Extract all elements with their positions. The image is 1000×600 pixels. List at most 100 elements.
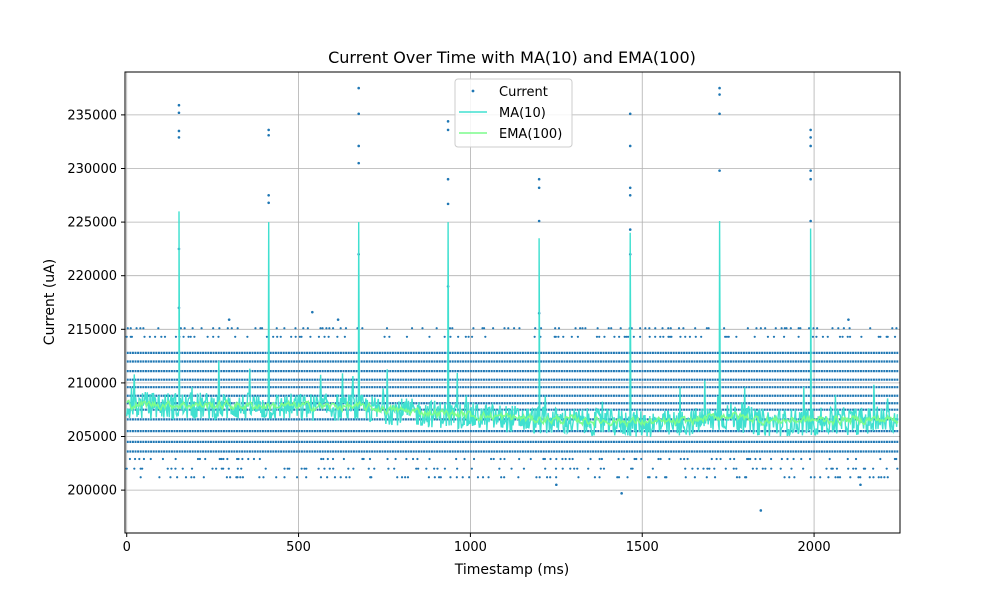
scatter-point xyxy=(187,335,190,338)
scatter-point xyxy=(428,457,431,461)
y-tick-label: 230000 xyxy=(67,162,117,177)
scatter-point xyxy=(759,457,762,461)
scatter-point xyxy=(813,476,816,479)
scatter-point xyxy=(545,476,549,479)
scatter-point xyxy=(290,335,293,338)
scatter-point xyxy=(826,335,829,338)
scatter-point xyxy=(362,457,365,461)
scatter-point xyxy=(534,327,537,330)
scatter-point xyxy=(135,327,138,330)
scatter-point xyxy=(747,457,750,461)
scatter-point xyxy=(635,457,638,461)
scatter-point xyxy=(139,327,142,330)
scatter-point xyxy=(157,327,160,330)
scatter-point xyxy=(161,457,165,461)
scatter-point xyxy=(868,476,871,479)
scatter-point xyxy=(538,476,541,479)
scatter-point xyxy=(463,457,466,461)
scatter-point xyxy=(260,327,264,330)
scatter-point-outlier xyxy=(537,219,541,223)
plot-area xyxy=(125,86,899,512)
x-tick-label: 0 xyxy=(123,540,131,555)
scatter-point xyxy=(455,457,458,461)
scatter-point xyxy=(302,327,305,330)
scatter-point xyxy=(895,457,898,461)
scatter-point xyxy=(227,467,230,470)
scatter-point xyxy=(272,335,275,338)
scatter-point xyxy=(570,335,573,338)
scatter-point-outlier xyxy=(718,112,721,116)
scatter-point xyxy=(648,335,651,338)
scatter-point xyxy=(727,335,730,338)
scatter-point xyxy=(336,335,339,338)
scatter-point xyxy=(383,335,386,338)
scatter-point xyxy=(838,335,842,338)
scatter-point xyxy=(517,476,520,479)
scatter-point xyxy=(729,457,732,461)
scatter-point xyxy=(327,335,330,338)
scatter-point xyxy=(846,457,849,461)
scatter-point xyxy=(835,467,839,470)
scatter-point xyxy=(449,476,452,479)
scatter-point xyxy=(218,327,221,330)
scatter-point xyxy=(707,327,710,330)
scatter-point xyxy=(576,467,579,470)
scatter-point xyxy=(481,327,484,330)
scatter-point xyxy=(317,335,321,338)
scatter-point xyxy=(883,476,886,479)
scatter-point xyxy=(893,335,897,338)
scatter-point xyxy=(662,335,665,338)
scatter-point xyxy=(439,476,442,479)
scatter-point xyxy=(554,467,558,470)
scatter-point xyxy=(783,327,786,330)
scatter-point xyxy=(179,327,182,330)
scatter-point xyxy=(204,457,207,461)
scatter-point xyxy=(489,457,493,461)
scatter-point xyxy=(174,457,177,461)
scatter-point xyxy=(433,467,436,470)
scatter-point xyxy=(667,327,670,330)
scatter-point xyxy=(542,457,545,461)
scatter-point xyxy=(602,467,606,470)
scatter-point xyxy=(686,457,689,461)
scatter-point xyxy=(435,327,438,330)
scatter-point xyxy=(640,457,643,461)
scatter-point-outlier xyxy=(628,228,632,231)
ma10-line xyxy=(126,211,899,438)
scatter-point xyxy=(684,467,687,470)
ema100-line xyxy=(126,398,899,429)
x-tick-label: 2000 xyxy=(798,540,831,555)
scatter-point xyxy=(405,335,409,338)
scatter-point xyxy=(222,467,225,470)
scatter-point xyxy=(657,457,660,461)
scatter-point xyxy=(492,457,495,461)
scatter-point xyxy=(587,467,590,470)
scatter-point xyxy=(603,335,606,338)
scatter-point xyxy=(571,457,574,461)
scatter-point xyxy=(125,467,128,470)
scatter-point xyxy=(549,476,552,479)
scatter-point-outlier xyxy=(718,93,721,96)
scatter-point xyxy=(323,335,326,338)
scatter-point xyxy=(193,335,196,338)
scatter-point xyxy=(836,476,840,479)
scatter-point xyxy=(589,457,592,461)
scatter-point xyxy=(326,457,329,461)
scatter-point xyxy=(406,476,410,479)
scatter-point xyxy=(339,327,342,330)
scatter-point xyxy=(702,467,705,470)
scatter-point xyxy=(148,335,151,338)
scatter-point xyxy=(848,335,852,338)
scatter-point xyxy=(544,467,547,470)
scatter-point xyxy=(170,467,173,470)
scatter-point xyxy=(211,467,214,470)
scatter-point xyxy=(437,476,441,479)
scatter-point-outlier xyxy=(555,483,558,487)
scatter-point xyxy=(607,327,610,330)
scatter-point xyxy=(557,327,561,330)
scatter-point xyxy=(303,467,306,470)
scatter-point xyxy=(617,457,620,461)
scatter-point xyxy=(503,476,506,479)
scatter-point xyxy=(229,476,232,479)
scatter-point xyxy=(543,457,547,461)
